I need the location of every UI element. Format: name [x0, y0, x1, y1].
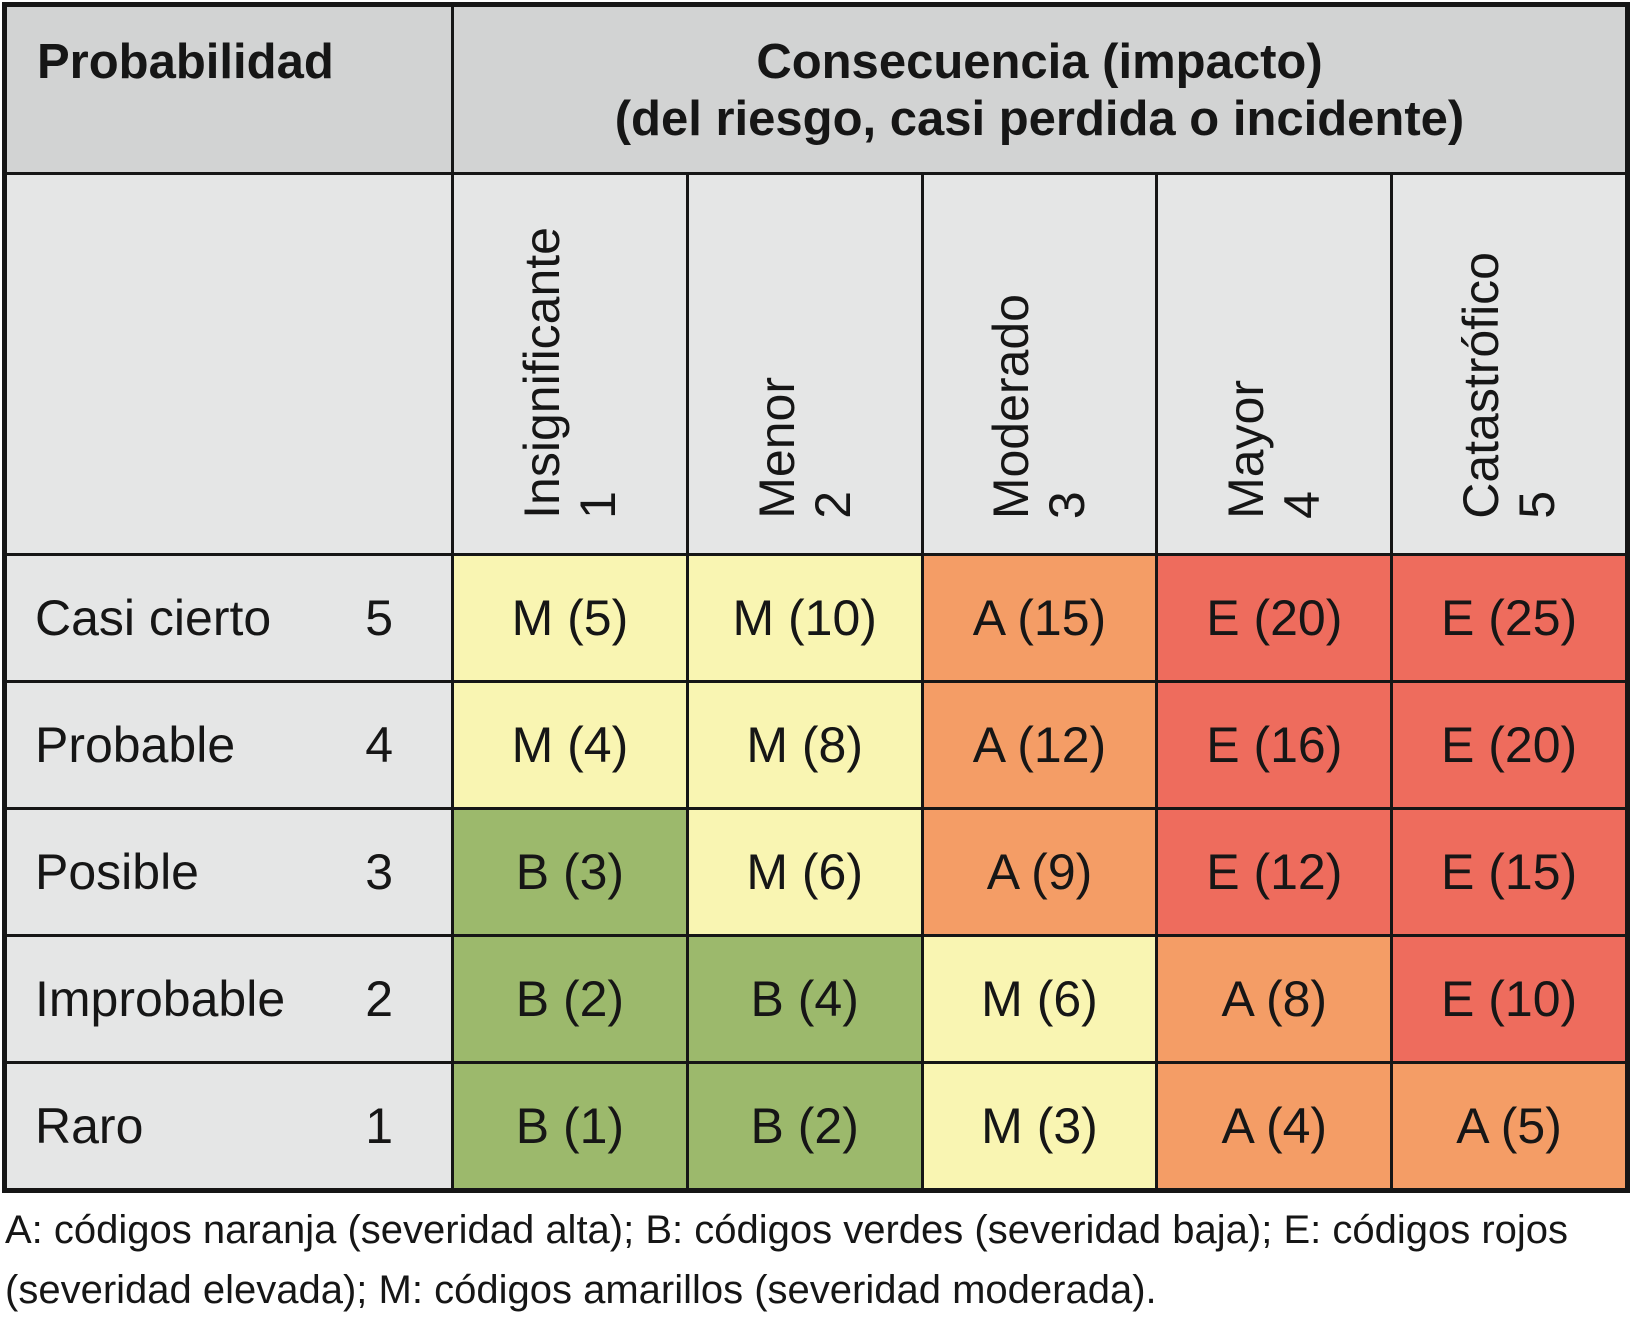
column-header-text: Moderado 3: [983, 294, 1095, 519]
row-number: 5: [365, 590, 393, 646]
column-number: 3: [1039, 491, 1096, 519]
column-number: 4: [1274, 491, 1331, 519]
column-header-insignificante: Insignificante 1: [454, 175, 686, 553]
column-header-menor: Menor 2: [688, 175, 921, 553]
row-number: 3: [365, 844, 393, 900]
matrix-cell: E (16): [1158, 683, 1391, 807]
column-header-catastrofico: Catastrófico 5: [1393, 175, 1625, 553]
matrix-cell: M (6): [688, 810, 921, 934]
risk-matrix-table: Probabilidad Consecuencia (impacto) (del…: [2, 2, 1630, 1193]
row-label: Improbable: [35, 971, 286, 1027]
matrix-cell: A (9): [923, 810, 1156, 934]
matrix-cell: M (10): [688, 556, 921, 680]
column-header-text: Mayor 4: [1218, 380, 1330, 519]
row-number: 2: [365, 971, 393, 1027]
row-label-improbable: Improbable 2: [7, 937, 451, 1061]
matrix-cell: E (10): [1393, 937, 1625, 1061]
consequence-header-cell: Consecuencia (impacto) (del riesgo, casi…: [454, 7, 1625, 172]
row-label-casi-cierto: Casi cierto 5: [7, 556, 451, 680]
matrix-cell: E (12): [1158, 810, 1391, 934]
column-number: 2: [804, 491, 861, 519]
column-label: Menor: [748, 377, 805, 519]
consequence-header-line2: (del riesgo, casi perdida o incidente): [614, 91, 1465, 146]
row-number: 4: [365, 717, 393, 773]
legend-text: A: códigos naranja (severidad alta); B: …: [5, 1208, 1569, 1312]
column-number: 1: [569, 491, 626, 519]
matrix-cell: E (20): [1158, 556, 1391, 680]
column-header-mayor: Mayor 4: [1158, 175, 1391, 553]
matrix-cell: A (12): [923, 683, 1156, 807]
matrix-cell: M (6): [923, 937, 1156, 1061]
row-label: Casi cierto: [35, 590, 272, 646]
matrix-cell: E (20): [1393, 683, 1625, 807]
matrix-cell: A (15): [923, 556, 1156, 680]
column-label: Catastrófico: [1453, 252, 1510, 519]
row-label: Raro: [35, 1098, 144, 1154]
row-label: Posible: [35, 844, 199, 900]
column-number: 5: [1509, 491, 1566, 519]
row-label-raro: Raro 1: [7, 1064, 451, 1188]
matrix-cell: A (8): [1158, 937, 1391, 1061]
column-header-text: Catastrófico 5: [1453, 252, 1565, 519]
row-label: Probable: [35, 717, 236, 773]
matrix-cell: E (25): [1393, 556, 1625, 680]
matrix-cell: E (15): [1393, 810, 1625, 934]
matrix-cell: M (4): [454, 683, 686, 807]
matrix-cell: M (5): [454, 556, 686, 680]
column-label: Moderado: [983, 293, 1040, 519]
column-header-moderado: Moderado 3: [923, 175, 1156, 553]
column-header-text: Insignificante 1: [514, 227, 626, 519]
matrix-cell: A (5): [1393, 1064, 1625, 1188]
matrix-cell: M (3): [923, 1064, 1156, 1188]
matrix-cell: B (4): [688, 937, 921, 1061]
probability-header-label: Probabilidad: [37, 35, 334, 89]
column-label: Mayor: [1218, 380, 1275, 519]
row-number: 1: [365, 1098, 393, 1154]
probability-header-cell: Probabilidad: [7, 7, 451, 172]
row-label-posible: Posible 3: [7, 810, 451, 934]
column-label: Insignificante: [513, 227, 570, 519]
row-label-probable: Probable 4: [7, 683, 451, 807]
matrix-cell: B (2): [688, 1064, 921, 1188]
matrix-cell: B (2): [454, 937, 686, 1061]
column-header-text: Menor 2: [749, 377, 861, 519]
matrix-cell: B (1): [454, 1064, 686, 1188]
matrix-cell: B (3): [454, 810, 686, 934]
matrix-cell: M (8): [688, 683, 921, 807]
consequence-header-line1: Consecuencia (impacto): [756, 35, 1323, 89]
matrix-cell: A (4): [1158, 1064, 1391, 1188]
empty-corner-cell: [7, 175, 451, 553]
